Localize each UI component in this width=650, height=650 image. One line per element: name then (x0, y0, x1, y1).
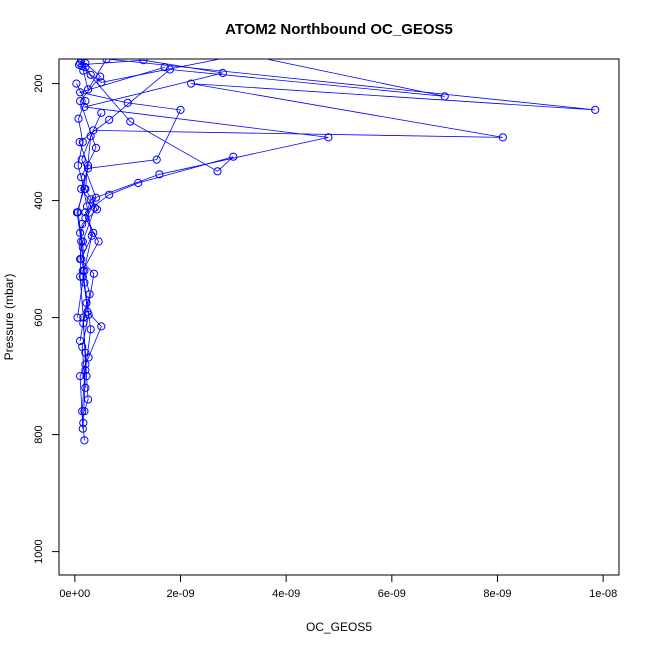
data-point (87, 231, 96, 240)
data-point (123, 98, 132, 108)
data-point (84, 353, 93, 362)
data-point (94, 237, 103, 246)
data-point (73, 313, 82, 322)
x-axis-label: OC_GEOS5 (306, 620, 372, 634)
x-tick-label: 8e-09 (483, 588, 511, 600)
data-point (81, 97, 90, 106)
data-point (78, 342, 87, 351)
y-tick-label: 800 (33, 425, 45, 443)
y-axis: 200 400 600 800 1000 (33, 74, 60, 564)
data-point (176, 105, 185, 115)
data-point (76, 372, 85, 381)
data-point (82, 372, 91, 381)
data-point (76, 97, 85, 106)
data-point (139, 59, 148, 65)
x-tick-label: 1e-08 (589, 588, 617, 600)
data-point (79, 313, 88, 322)
data-point (77, 155, 86, 164)
x-tick-label: 2e-09 (166, 588, 194, 600)
data-point (82, 202, 92, 211)
y-tick-label: 400 (33, 191, 45, 209)
data-point (86, 195, 95, 204)
data-point (187, 79, 196, 88)
data-point (86, 70, 95, 79)
data-point (105, 115, 114, 124)
data-point (72, 208, 82, 217)
data-point (240, 51, 247, 58)
data-point (78, 138, 87, 147)
data-point (89, 269, 99, 278)
series-line (80, 65, 234, 412)
data-point (80, 407, 89, 416)
data-point (76, 272, 85, 281)
x-tick-label: 4e-09 (272, 588, 300, 600)
data-point (73, 161, 83, 170)
data-point (97, 322, 106, 331)
y-tick-label: 1000 (33, 539, 45, 563)
data-point (72, 79, 81, 88)
y-tick-label: 200 (33, 74, 45, 92)
data-point (78, 424, 87, 433)
data-point (86, 325, 95, 334)
data-point (81, 59, 90, 68)
data-point (160, 63, 169, 72)
data-point (229, 152, 238, 161)
chart-title: ATOM2 Northbound OC_GEOS5 (225, 21, 453, 38)
data-point (86, 132, 95, 141)
data-point (80, 436, 89, 445)
data-point (81, 383, 90, 392)
data-point (78, 272, 87, 281)
data-point (74, 114, 83, 123)
data-point (78, 219, 87, 229)
data-point (105, 190, 114, 199)
data-point (81, 208, 90, 217)
data-point (218, 68, 227, 78)
data-point (84, 85, 93, 94)
series-line (79, 62, 101, 388)
data-point (96, 72, 105, 81)
series-line (79, 59, 329, 342)
data-point (81, 184, 90, 193)
series-line (78, 66, 182, 423)
data-point (92, 205, 102, 214)
data-point (91, 193, 101, 202)
data-point (76, 255, 85, 264)
x-tick-label: 6e-09 (378, 588, 406, 600)
data-point (152, 155, 161, 164)
x-axis: 0e+00 2e-09 4e-09 6e-09 8e-09 1e-08 (59, 574, 617, 600)
x-tick-label: 0e+00 (59, 588, 90, 600)
data-point (155, 170, 164, 179)
data-point (591, 105, 600, 115)
data-point (77, 173, 86, 182)
data-point (76, 88, 85, 97)
data-point (81, 360, 90, 369)
data-point (134, 178, 143, 188)
series-line (77, 59, 445, 248)
data-point (498, 133, 507, 142)
data-point (324, 133, 333, 142)
y-tick-label: 600 (33, 308, 45, 326)
data-point (91, 143, 101, 152)
plot-frame (58, 58, 620, 576)
plot-area (72, 51, 600, 445)
data-point (97, 108, 106, 117)
y-axis-label: Pressure (mbar) (2, 274, 16, 361)
series-line (77, 59, 596, 318)
data-point (126, 117, 135, 126)
data-point (83, 307, 92, 316)
data-point (213, 167, 222, 176)
